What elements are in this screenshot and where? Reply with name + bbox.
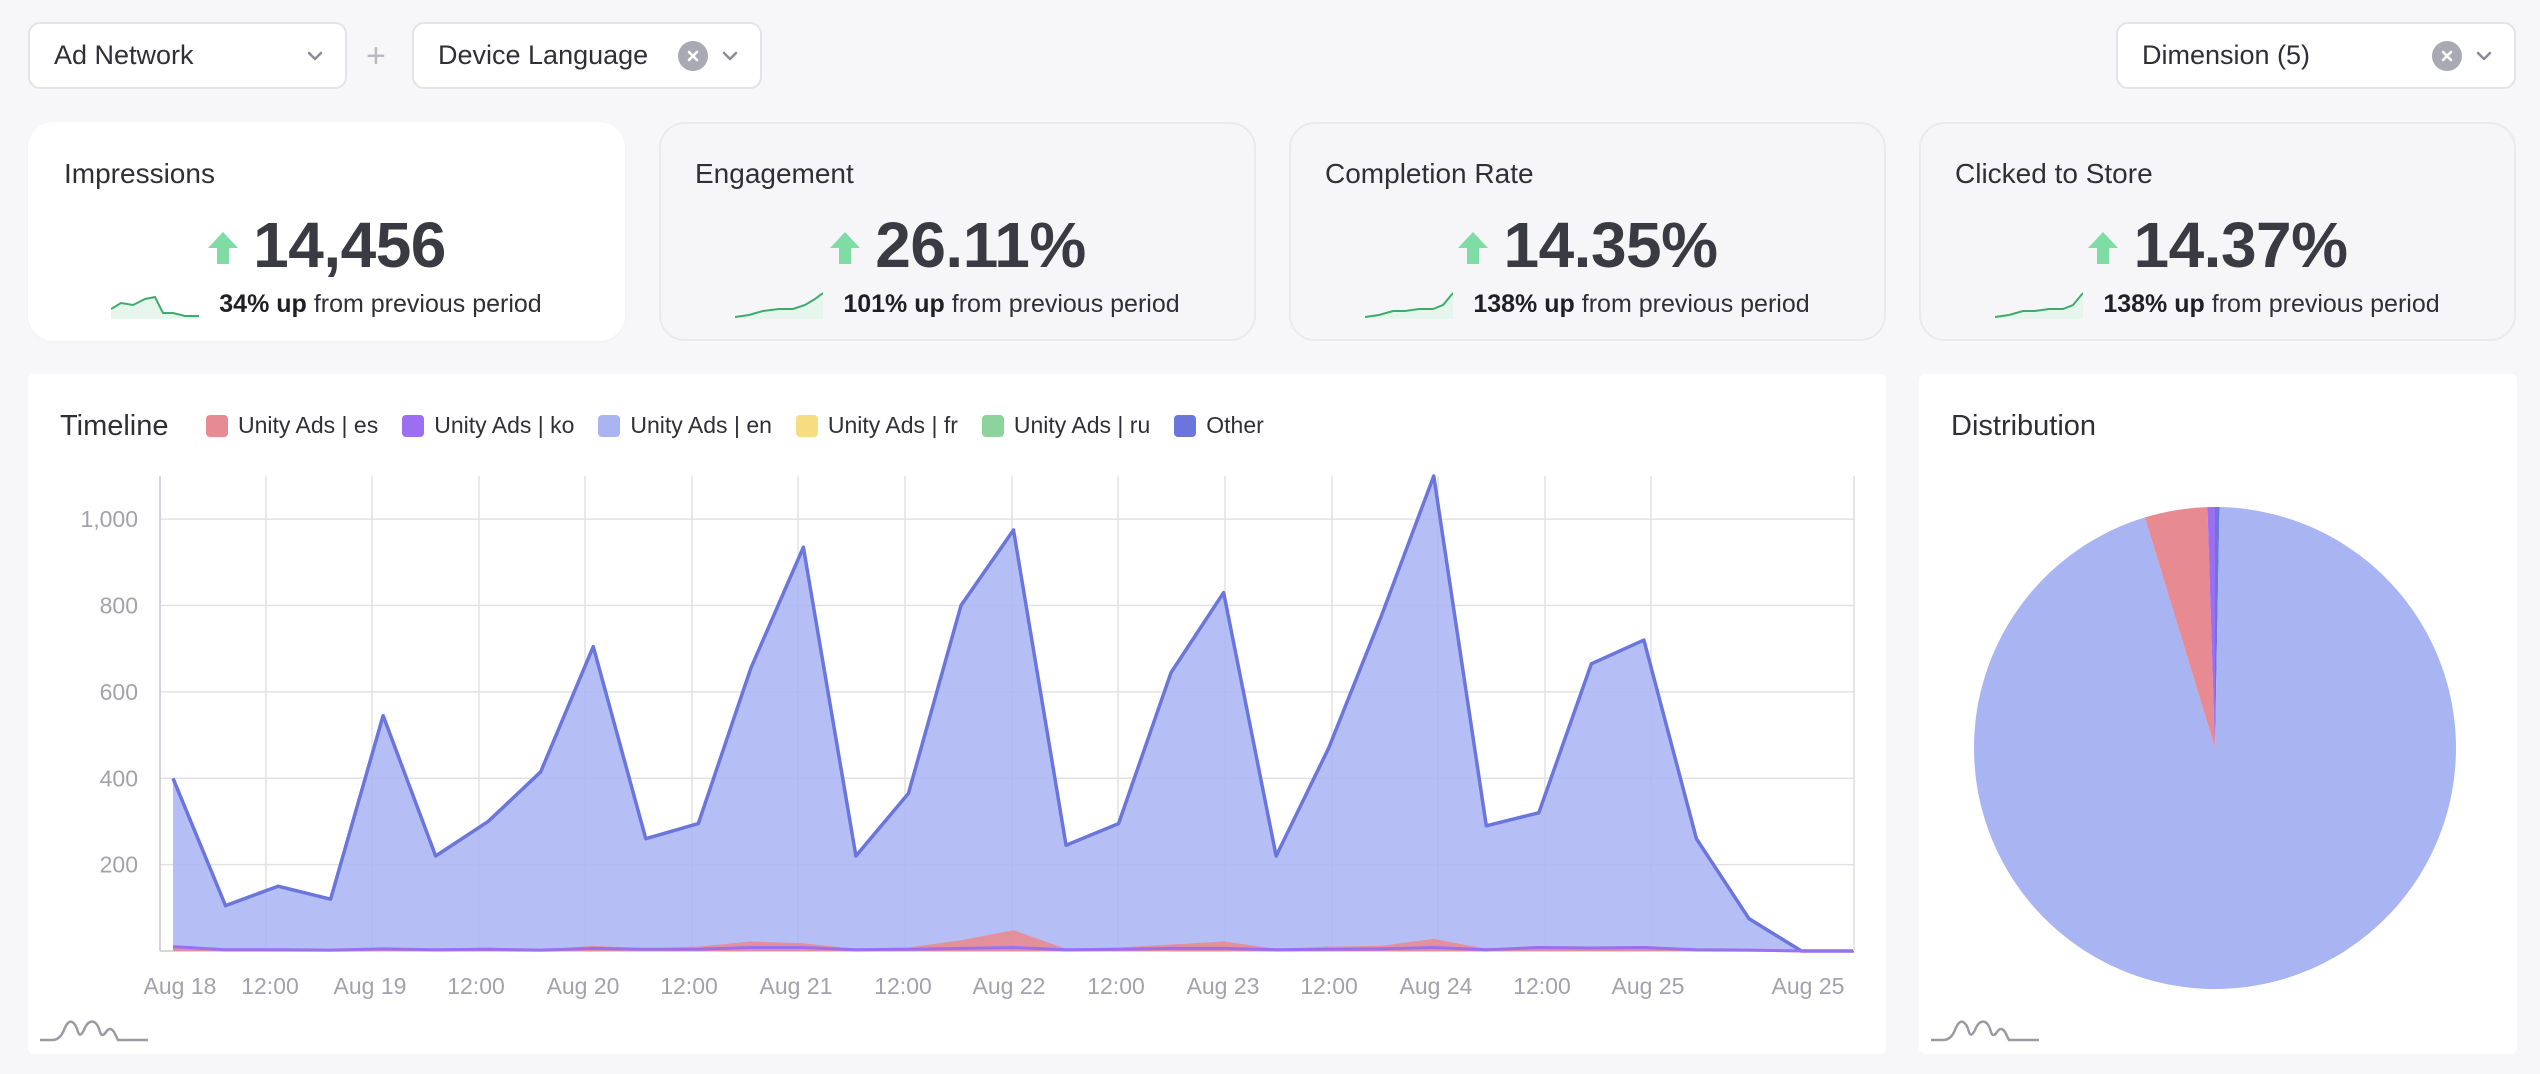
up-arrow-icon [208,232,239,264]
chevron-down-icon[interactable] [2476,51,2492,61]
device-language-filter-label: Device Language [438,40,649,70]
pie-slice[interactable] [2144,507,2215,748]
kpi-value: 14,456 [253,209,446,281]
kpi-change-suffix: from previous period [2211,289,2440,318]
legend-item[interactable]: Unity Ads | ru [981,412,1151,439]
sparkline [111,295,200,319]
logo-icon [40,1020,148,1042]
timeline-panel: Timeline Unity Ads | es Unity Ads | ko Uni… [28,374,1886,1054]
legend-label: Unity Ads | ko [434,412,575,438]
up-arrow-icon [830,232,861,264]
kpi-change-suffix: from previous period [1581,289,1810,318]
legend-swatch [598,414,621,437]
timeline-title: Timeline [60,410,169,442]
legend-label: Unity Ads | en [630,412,772,438]
legend-item[interactable]: Other [1174,412,1264,439]
kpi-card-engagement[interactable]: Engagement 26.11% 101% up from previous … [659,122,1256,341]
series-line-ko [172,945,1854,953]
kpi-change-suffix: from previous period [951,289,1180,318]
x-tick-label: Aug 22 [973,973,1046,999]
y-tick-label: 400 [100,765,138,791]
timeline-chart: 200 400 600 800 1,000 Aug 18 12:00 Aug 19 12:00 A… [80,474,1855,999]
distribution-title: Distribution [1951,410,2097,442]
kpi-value: 14.35% [1503,209,1718,281]
x-tick-label: Aug 21 [760,973,833,999]
up-arrow-icon [2088,232,2119,264]
up-arrow-icon [1458,232,1489,264]
sparkline [735,292,824,319]
kpi-title: Impressions [64,158,215,189]
chevron-down-icon[interactable] [307,51,323,61]
x-tick-label: 12:00 [241,973,299,999]
legend-label: Unity Ads | ru [1013,412,1151,438]
clear-icon[interactable] [678,40,708,71]
legend-swatch [981,414,1004,437]
x-tick-label: 12:00 [874,973,932,999]
distribution-panel: Distribution [1919,374,2517,1054]
x-tick-label: 12:00 [1513,973,1571,999]
kpi-change-suffix: from previous period [313,289,542,318]
y-tick-label: 1,000 [80,506,138,532]
legend-swatch [206,414,228,437]
chevron-down-icon[interactable] [722,51,738,61]
x-tick-label: 12:00 [660,973,718,999]
x-tick-label: 12:00 [1300,973,1358,999]
pie-slice[interactable] [2215,507,2220,748]
y-tick-label: 600 [100,679,138,705]
x-tick-label: Aug 20 [547,973,620,999]
legend-label: Unity Ads | es [238,412,379,438]
x-tick-label: Aug 18 [144,973,217,999]
series-area-en [173,476,1854,951]
series-line-en [171,474,1854,953]
add-filter-icon[interactable]: + [366,37,386,75]
kpi-card-clicked-to-store[interactable]: Clicked to Store 14.37% 138% up from pre… [1919,122,2516,341]
x-tick-label: Aug 24 [1400,973,1473,999]
kpi-value: 26.11% [875,209,1086,281]
legend-swatch [1174,414,1197,437]
kpi-card-completion-rate[interactable]: Completion Rate 14.35% 138% up from prev… [1289,122,1886,341]
dimension-filter-label: Dimension (5) [2142,40,2311,70]
kpi-title: Engagement [695,158,854,189]
ad-network-filter-label: Ad Network [54,40,194,70]
x-tick-label: 12:00 [1087,973,1145,999]
dimension-filter[interactable]: Dimension (5) [2116,22,2516,89]
x-tick-label: Aug 19 [334,973,407,999]
legend-label: Unity Ads | fr [827,412,958,438]
kpi-title: Clicked to Store [1955,158,2153,189]
legend-item[interactable]: Unity Ads | es [206,412,378,439]
series-area-es [173,930,1854,951]
pie-slice[interactable] [2207,507,2215,748]
y-tick-label: 800 [100,593,138,619]
kpi-change: 101% up [843,289,945,318]
clear-icon[interactable] [2432,40,2462,71]
x-tick-label: 12:00 [447,973,505,999]
sparkline [1995,292,2084,319]
kpi-change: 138% up [2103,289,2205,318]
distribution-pie-chart [1974,507,2456,989]
kpi-card-impressions[interactable]: Impressions 14,456 34% up from previous … [28,122,625,341]
pie-slice[interactable] [1974,507,2456,989]
legend-swatch [402,414,425,437]
x-tick-label: Aug 25 [1772,973,1845,999]
legend-swatch [795,414,818,437]
kpi-value: 14.37% [2133,209,2348,281]
x-tick-label: Aug 25 [1612,973,1685,999]
kpi-change: 138% up [1473,289,1575,318]
legend-item[interactable]: Unity Ads | en [598,412,772,439]
device-language-filter[interactable]: Device Language [412,22,762,89]
legend-item[interactable]: Unity Ads | ko [402,412,574,439]
y-tick-label: 200 [100,852,138,878]
kpi-title: Completion Rate [1325,158,1534,189]
timeline-legend: Unity Ads | es Unity Ads | ko Unity Ads | … [206,412,1288,439]
legend-label: Other [1206,412,1264,438]
legend-item[interactable]: Unity Ads | fr [795,412,958,439]
logo-icon [1931,1020,2039,1042]
ad-network-filter[interactable]: Ad Network [28,22,347,89]
sparkline [1365,292,1454,319]
kpi-change: 34% up [219,289,307,318]
x-tick-label: Aug 23 [1187,973,1260,999]
